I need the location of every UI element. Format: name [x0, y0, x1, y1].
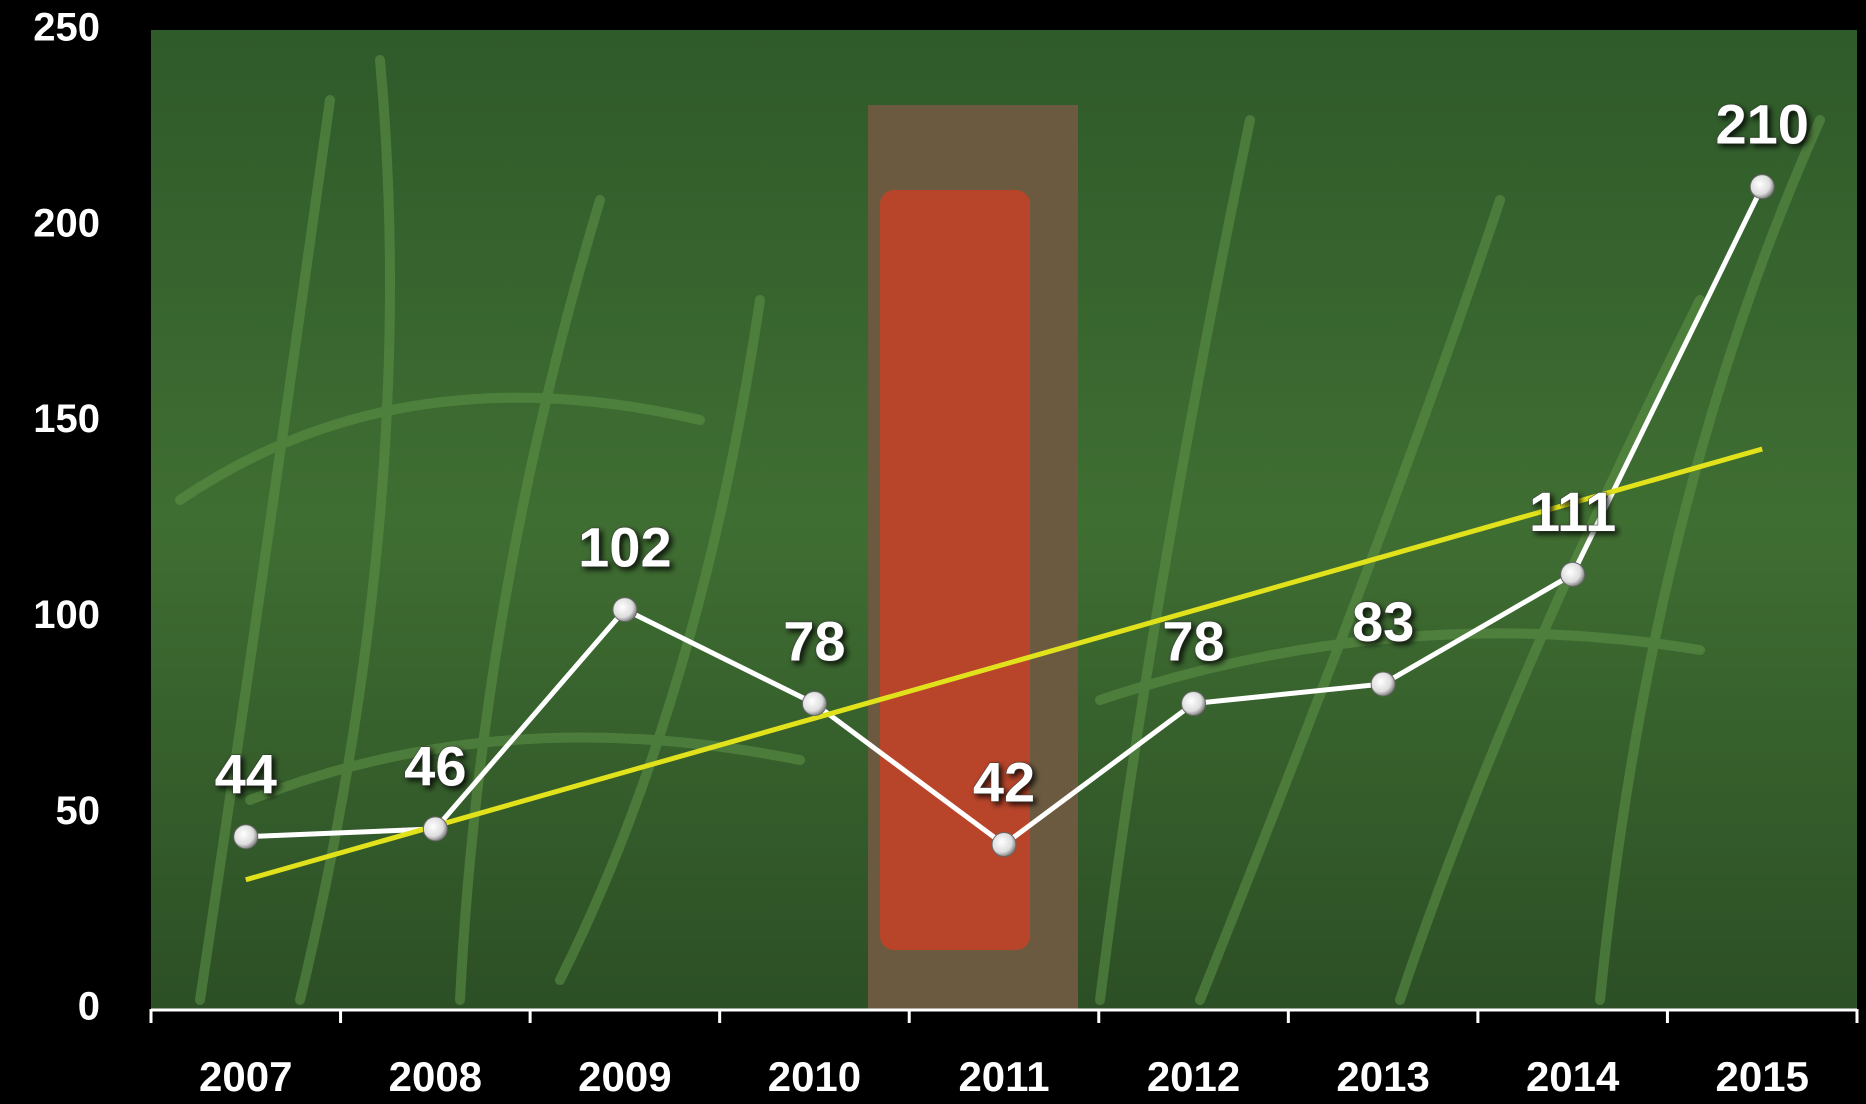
data-point	[1370, 671, 1396, 697]
data-label: 44	[215, 742, 277, 805]
x-tick-label: 2013	[1336, 1053, 1429, 1100]
y-tick-label: 0	[78, 985, 100, 1029]
x-tick-label: 2014	[1526, 1053, 1620, 1100]
x-tick-label: 2007	[199, 1053, 292, 1100]
data-label: 78	[1162, 609, 1224, 672]
data-point	[422, 816, 448, 842]
x-tick-label: 2012	[1147, 1053, 1240, 1100]
data-label: 78	[783, 609, 845, 672]
x-tick-label: 2010	[768, 1053, 861, 1100]
data-label: 83	[1352, 590, 1414, 653]
data-point	[1181, 691, 1207, 717]
trend-line	[245, 446, 1763, 883]
data-point	[991, 832, 1017, 858]
y-tick-label: 100	[33, 593, 100, 637]
y-tick-label: 150	[33, 397, 100, 441]
data-label: 102	[578, 515, 671, 578]
data-point	[612, 597, 638, 623]
x-tick-label: 2009	[578, 1053, 671, 1100]
data-point	[233, 824, 259, 850]
x-tick-label: 2008	[389, 1053, 482, 1100]
data-label: 111	[1529, 480, 1616, 543]
data-point	[801, 691, 827, 717]
data-point	[1560, 561, 1586, 587]
y-tick-label: 250	[33, 6, 100, 50]
y-tick-label: 200	[33, 201, 100, 245]
x-tick-label: 2015	[1716, 1053, 1809, 1100]
data-point	[1749, 174, 1775, 200]
y-tick-label: 50	[56, 789, 101, 833]
x-tick-label: 2011	[958, 1053, 1049, 1100]
data-label: 46	[404, 735, 466, 798]
data-label: 210	[1716, 92, 1809, 155]
data-label: 42	[973, 750, 1035, 813]
